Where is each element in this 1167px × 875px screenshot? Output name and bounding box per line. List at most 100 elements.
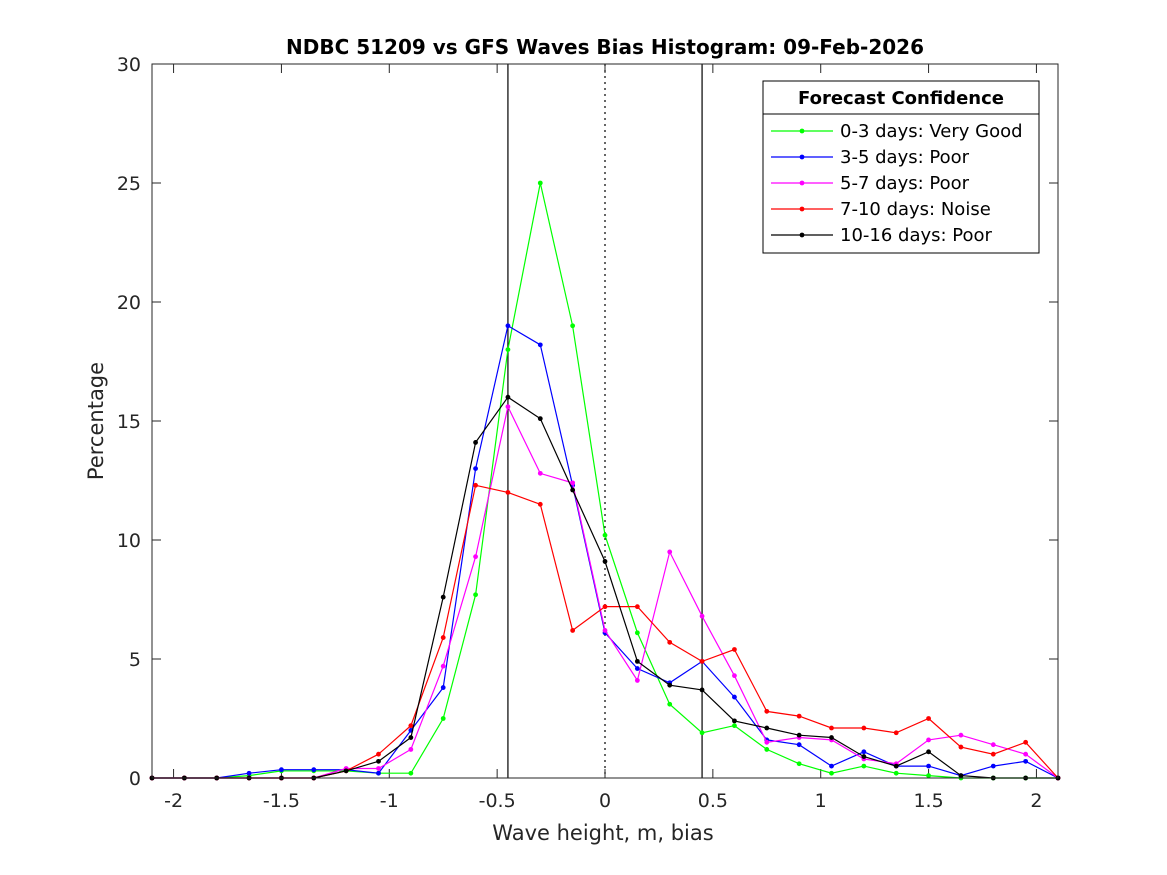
- y-tick-label: 30: [117, 54, 141, 76]
- data-point: [732, 647, 737, 652]
- legend-entry: 3-5 days: Poor: [771, 147, 970, 168]
- data-point: [602, 532, 608, 538]
- data-point: [796, 742, 802, 748]
- data-point: [602, 628, 608, 633]
- x-tick-label: 2: [1030, 790, 1042, 812]
- data-point: [343, 768, 349, 774]
- data-point: [408, 723, 414, 729]
- data-point: [829, 763, 834, 769]
- data-point: [667, 682, 673, 688]
- data-point: [473, 466, 478, 471]
- data-point: [926, 763, 931, 769]
- data-point: [440, 716, 446, 721]
- data-point: [926, 716, 931, 721]
- y-tick-label: 5: [129, 649, 141, 671]
- data-point: [764, 747, 770, 752]
- data-point: [764, 739, 770, 745]
- y-axis-label: Percentage: [84, 362, 108, 480]
- data-point: [667, 701, 673, 707]
- data-point: [408, 735, 414, 740]
- legend-swatch-marker: [799, 154, 805, 160]
- y-tick-label: 0: [129, 768, 141, 790]
- data-point: [829, 770, 834, 776]
- data-point: [667, 549, 673, 555]
- y-tick-label: 20: [117, 292, 141, 314]
- data-point: [990, 751, 996, 757]
- data-point: [537, 180, 543, 186]
- legend-entry: 7-10 days: Noise: [771, 199, 991, 220]
- data-point: [634, 678, 640, 683]
- legend-items: 0-3 days: Very Good 3-5 days: Poor 5-7 day…: [771, 121, 1023, 246]
- data-point: [570, 480, 576, 486]
- data-point: [440, 663, 446, 669]
- data-point: [505, 347, 511, 352]
- data-point: [634, 658, 640, 664]
- data-point: [861, 725, 867, 731]
- data-point: [732, 723, 737, 729]
- data-point: [958, 732, 964, 738]
- legend-entry: 0-3 days: Very Good: [771, 121, 1023, 142]
- data-point: [408, 747, 414, 752]
- x-tick-label: 0: [599, 790, 611, 812]
- x-axis-label: Wave height, m, bias: [492, 821, 713, 845]
- data-point: [473, 440, 478, 445]
- data-point: [796, 732, 802, 738]
- data-point: [505, 394, 511, 400]
- legend-swatch-marker: [799, 232, 805, 238]
- data-point: [537, 501, 543, 507]
- data-point: [376, 751, 381, 757]
- data-point: [990, 763, 996, 769]
- legend-box: [762, 80, 1040, 254]
- legend: Forecast Confidence 0-3 days: Very Good 3…: [762, 80, 1040, 254]
- legend-swatch-marker: [799, 180, 805, 186]
- legend-label: 3-5 days: Poor: [840, 147, 970, 168]
- legend-swatch-marker: [799, 206, 805, 212]
- data-point: [634, 604, 640, 610]
- legend-label: 0-3 days: Very Good: [840, 121, 1023, 142]
- data-point: [602, 559, 608, 564]
- data-point: [311, 767, 317, 773]
- data-point: [893, 770, 899, 776]
- y-tick-labels: 0 5 10 15 20 25 30: [117, 54, 141, 790]
- data-point: [570, 487, 576, 493]
- x-tick-label: 1: [815, 790, 827, 812]
- data-point: [893, 763, 899, 769]
- data-point: [376, 766, 381, 771]
- data-point: [861, 763, 867, 769]
- y-tick-label: 15: [117, 411, 141, 433]
- data-point: [440, 594, 446, 600]
- data-point: [408, 770, 414, 776]
- data-point: [473, 554, 478, 560]
- legend-title: Forecast Confidence: [798, 88, 1004, 109]
- data-point: [570, 323, 576, 329]
- data-point: [861, 754, 867, 759]
- data-point: [990, 742, 996, 748]
- data-point: [473, 482, 478, 488]
- data-point: [537, 416, 543, 422]
- data-point: [376, 770, 381, 776]
- data-point: [246, 770, 252, 776]
- plot-frame: [151, 63, 1059, 779]
- data-point: [796, 713, 802, 719]
- data-point: [473, 592, 478, 598]
- x-tick-label: 0.5: [698, 790, 728, 812]
- data-point: [537, 470, 543, 476]
- data-point: [829, 735, 834, 740]
- data-point: [893, 730, 899, 736]
- x-tick-label: -0.5: [479, 790, 516, 812]
- legend-label: 7-10 days: Noise: [840, 199, 991, 220]
- data-point: [926, 737, 931, 743]
- data-point: [764, 725, 770, 731]
- data-point: [1023, 739, 1029, 745]
- data-point: [926, 749, 931, 755]
- data-point: [634, 630, 640, 636]
- data-point: [764, 708, 770, 714]
- data-point: [667, 639, 673, 645]
- data-point: [440, 635, 446, 640]
- chart-title: NDBC 51209 vs GFS Waves Bias Histogram: …: [286, 35, 924, 59]
- data-point: [1023, 758, 1029, 764]
- y-tick-label: 25: [117, 173, 141, 195]
- x-tick-labels: -2 -1.5 -1 -0.5 0 0.5 1 1.5 2: [164, 790, 1042, 812]
- legend-label: 10-16 days: Poor: [840, 225, 993, 246]
